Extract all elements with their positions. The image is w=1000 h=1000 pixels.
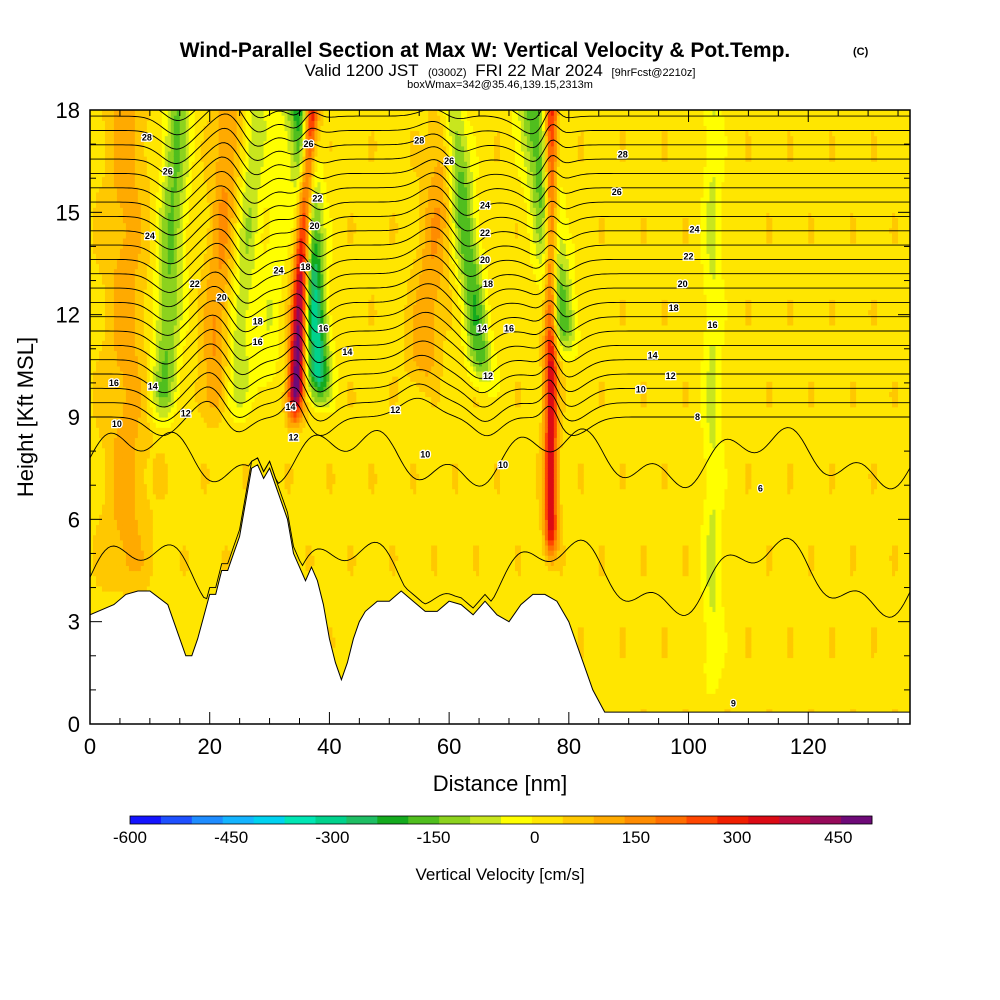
forecast-info: [9hrFcst@2210z] xyxy=(612,67,696,79)
valid-utc: (0300Z) xyxy=(428,67,467,79)
valid-time-line: Valid 1200 JST (0300Z) FRI 22 Mar 2024 [… xyxy=(305,61,696,80)
valid-date: FRI 22 Mar 2024 xyxy=(475,61,603,80)
chart-title: Wind-Parallel Section at Max W: Vertical… xyxy=(180,39,791,62)
copyright-mark: (C) xyxy=(853,46,869,58)
valid-prefix: Valid 1200 JST xyxy=(305,61,419,80)
box-wmax-info: boxWmax=342@35.46,139.15,2313m xyxy=(407,79,593,91)
